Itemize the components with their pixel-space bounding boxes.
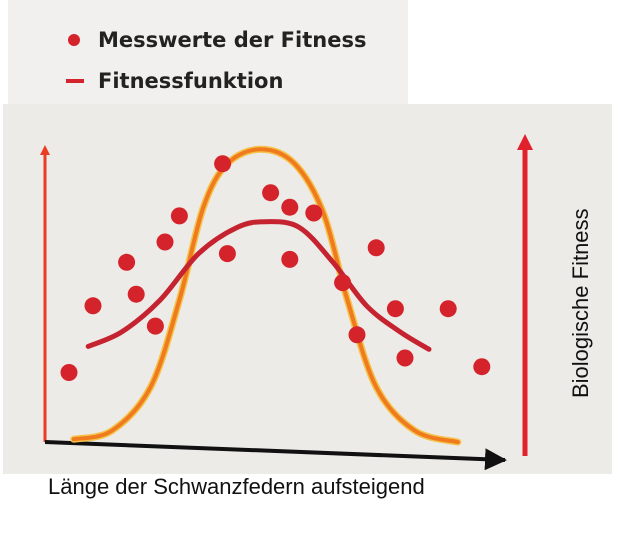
legend-label-curve: Fitnessfunktion [98,69,284,93]
data-point-15 [348,326,366,344]
data-point-5 [146,317,164,335]
data-point-2 [84,297,102,315]
data-point-10 [262,184,280,202]
data-point-17 [386,300,404,318]
data-point-3 [118,253,136,271]
legend-line-icon [66,79,84,83]
data-point-16 [367,239,385,257]
data-point-4 [127,285,145,303]
data-point-12 [281,250,299,268]
y-axis-label: Biologische Fitness [568,208,593,398]
fitness-curve-wide [71,147,460,445]
legend-entry-curve: Fitnessfunktion [66,69,283,93]
data-point-19 [439,300,457,318]
x-axis-label: Länge der Schwanzfedern aufsteigend [48,474,425,499]
data-point-13 [305,204,323,222]
data-point-14 [334,274,352,292]
data-point-20 [473,358,491,376]
legend: Messwerte der Fitness Fitnessfunktion [8,0,408,104]
x-axis [44,440,507,471]
legend-entry-points: Messwerte der Fitness [66,28,366,52]
data-point-6 [156,233,174,251]
data-point-9 [218,245,236,263]
fitness-curve-narrow [85,219,432,352]
legend-label-points: Messwerte der Fitness [98,28,367,52]
data-point-8 [214,155,232,173]
legend-dot-icon [68,34,80,46]
data-point-7 [170,207,188,225]
data-point-18 [396,349,414,367]
data-point-11 [281,198,299,216]
data-point-1 [60,364,78,381]
plot-area [3,104,612,474]
